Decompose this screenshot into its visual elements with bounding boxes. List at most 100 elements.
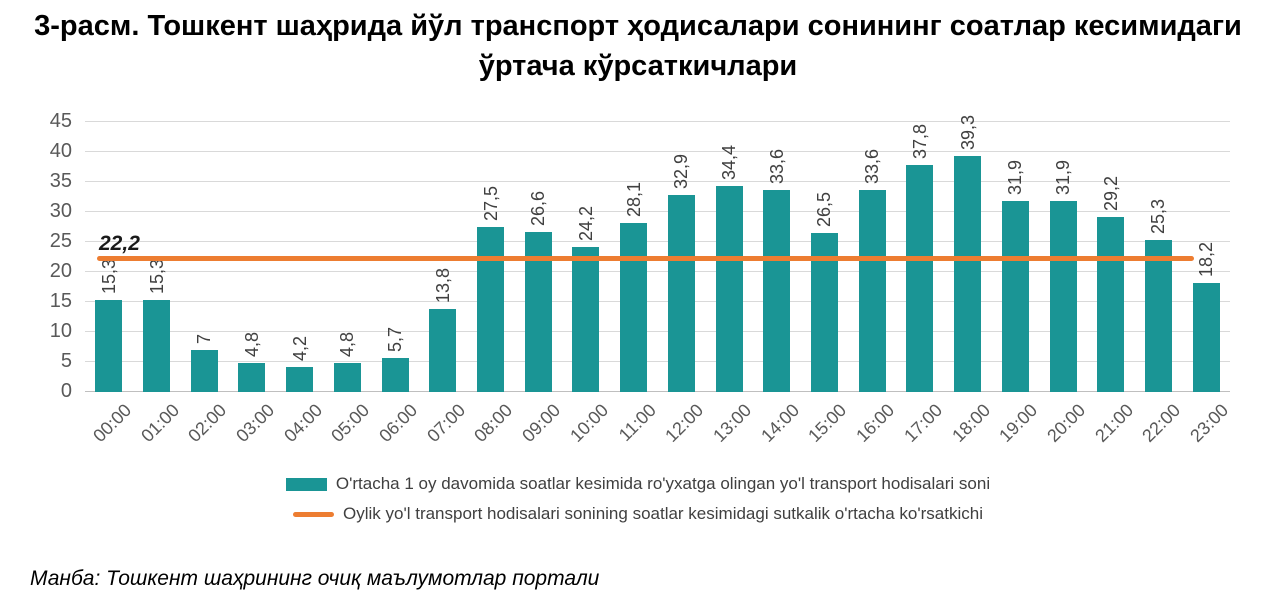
- gridline: [85, 121, 1230, 122]
- y-tick-label: 45: [49, 110, 72, 132]
- bar-value-label: 15,3: [98, 259, 119, 295]
- y-tick-label: 20: [49, 260, 72, 282]
- gridline: [85, 181, 1230, 182]
- bar: [906, 165, 934, 392]
- x-tick-label: 12:00: [661, 400, 708, 446]
- x-tick-label: 11:00: [614, 400, 660, 446]
- bar: [667, 194, 695, 392]
- bar-value-label: 4,8: [337, 332, 358, 358]
- legend-item-bars: O'rtacha 1 oy davomida soatlar kesimida …: [285, 474, 991, 494]
- x-tick-label: 03:00: [232, 400, 279, 446]
- bar: [381, 357, 409, 392]
- y-tick-label: 30: [49, 200, 72, 222]
- gridline: [85, 151, 1230, 152]
- y-tick-label: 35: [49, 170, 72, 192]
- bar-value-label: 18,2: [1196, 241, 1217, 277]
- x-tick-label: 21:00: [1090, 400, 1137, 446]
- bar: [1001, 200, 1029, 392]
- x-tick-label: 07:00: [422, 400, 469, 446]
- bar-value-label: 13,8: [432, 268, 453, 304]
- y-tick-label: 40: [49, 140, 72, 162]
- x-tick-label: 22:00: [1138, 400, 1185, 446]
- bar: [572, 246, 600, 392]
- x-tick-label: 23:00: [1186, 400, 1233, 446]
- x-tick-label: 13:00: [709, 400, 756, 446]
- x-tick-label: 20:00: [1043, 400, 1090, 446]
- x-tick-label: 10:00: [566, 400, 613, 446]
- bar-value-label: 32,9: [671, 153, 692, 189]
- bar-value-label: 24,2: [575, 205, 596, 241]
- bar: [620, 223, 648, 392]
- x-tick-label: 19:00: [995, 400, 1042, 446]
- average-line-label: 22,2: [99, 231, 140, 255]
- gridline: [85, 331, 1230, 332]
- source-note: Манба: Тошкент шаҳрининг очиқ маълумотла…: [30, 567, 600, 590]
- bar: [95, 300, 123, 392]
- gridline: [85, 361, 1230, 362]
- y-tick-label: 0: [60, 380, 72, 402]
- bar-value-label: 15,3: [146, 259, 167, 295]
- figure-title: 3-расм. Тошкент шаҳрида йўл транспорт ҳо…: [34, 10, 1242, 82]
- x-tick-label: 09:00: [518, 400, 565, 446]
- bar-value-label: 33,6: [862, 149, 883, 185]
- y-tick-label: 5: [60, 350, 72, 372]
- average-line: [96, 256, 1195, 262]
- bar-value-label: 5,7: [385, 326, 406, 352]
- x-tick-label: 01:00: [136, 400, 183, 446]
- bar-value-label: 33,6: [766, 149, 787, 185]
- x-tick-label: 02:00: [184, 400, 231, 446]
- bar-value-label: 4,8: [241, 332, 262, 358]
- bar-value-label: 7: [194, 333, 215, 344]
- bar-value-label: 37,8: [909, 124, 930, 160]
- bar-value-label: 34,4: [719, 144, 740, 180]
- bar: [429, 309, 457, 392]
- x-tick-label: 14:00: [756, 400, 803, 446]
- bar: [715, 185, 743, 392]
- bar: [143, 300, 171, 392]
- bar: [477, 227, 505, 392]
- bar: [238, 363, 266, 392]
- bar-value-label: 31,9: [1005, 159, 1026, 195]
- x-tick-label: 06:00: [375, 400, 422, 446]
- plot-area: 0 5 10 15 20 25 30 35 40 45 15,3 00:00 15,3 01:00 7 02:…: [50, 110, 1233, 446]
- bar-value-label: 27,5: [480, 185, 501, 221]
- bar-value-label: 28,1: [623, 182, 644, 218]
- bar: [954, 156, 982, 392]
- gridline: [85, 241, 1230, 242]
- bar: [1049, 200, 1077, 392]
- x-tick-label: 17:00: [900, 400, 947, 446]
- x-tick-label: 08:00: [470, 400, 517, 446]
- x-tick-label: 16:00: [852, 400, 899, 446]
- bar: [190, 350, 218, 392]
- bar-value-label: 26,5: [814, 191, 835, 227]
- bar-value-label: 26,6: [528, 191, 549, 227]
- bar: [1097, 216, 1125, 392]
- x-tick-label: 15:00: [804, 400, 851, 446]
- gridline: [85, 391, 1230, 392]
- bar-value-label: 39,3: [957, 115, 978, 151]
- x-tick-label: 18:00: [947, 400, 994, 446]
- gridline: [85, 211, 1230, 212]
- legend-item-line: Oylik yo'l transport hodisalari sonining…: [293, 504, 983, 524]
- gridline: [85, 301, 1230, 302]
- y-tick-label: 15: [49, 290, 72, 312]
- y-tick-label: 25: [49, 230, 72, 252]
- bar-value-label: 31,9: [1053, 159, 1074, 195]
- gridline: [85, 271, 1230, 272]
- bar-value-label: 4,2: [289, 335, 310, 361]
- legend-bar-swatch: [285, 477, 327, 491]
- x-tick-label: 00:00: [89, 400, 136, 446]
- bar-value-label: 25,3: [1148, 199, 1169, 235]
- x-tick-label: 04:00: [279, 400, 326, 446]
- bar: [333, 363, 361, 392]
- legend: O'rtacha 1 oy davomida soatlar kesimida …: [0, 474, 1276, 524]
- bar: [763, 190, 791, 392]
- bar-value-label: 29,2: [1100, 175, 1121, 211]
- legend-line-label: Oylik yo'l transport hodisalari sonining…: [343, 504, 983, 523]
- bar: [858, 190, 886, 392]
- x-tick-label: 05:00: [327, 400, 374, 446]
- bar: [286, 366, 314, 392]
- bar: [1192, 282, 1220, 392]
- legend-bar-label: O'rtacha 1 oy davomida soatlar kesimida …: [335, 474, 991, 493]
- legend-line-swatch: [293, 511, 335, 517]
